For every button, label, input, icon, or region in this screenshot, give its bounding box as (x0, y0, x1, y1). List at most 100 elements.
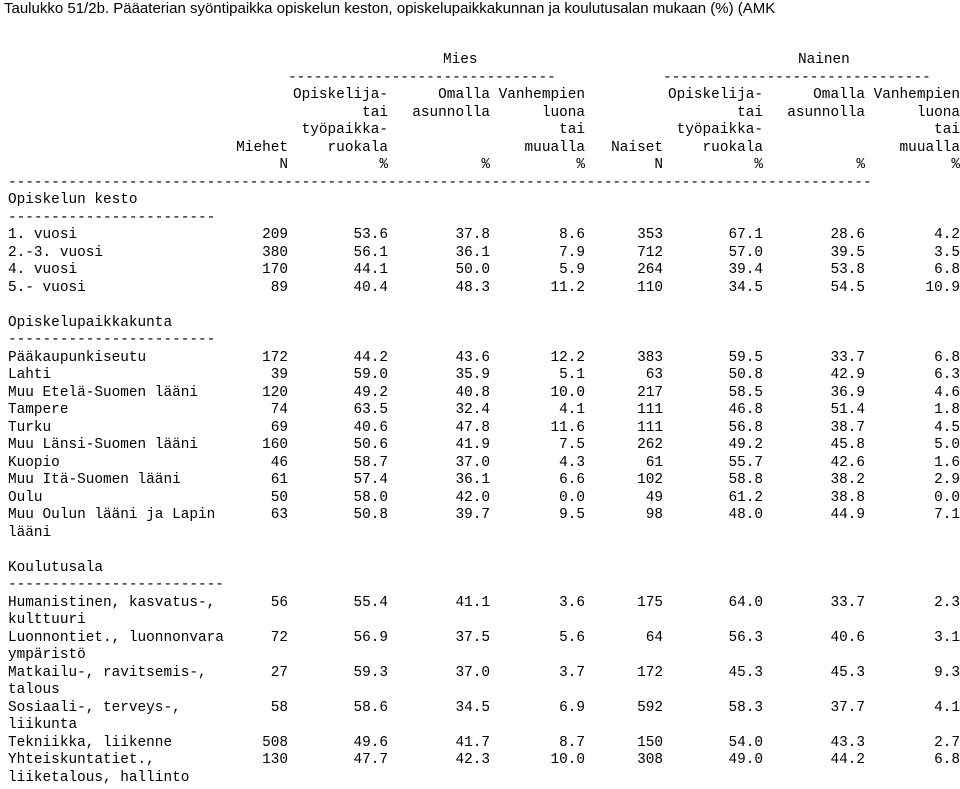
row-value: 67.1 (728, 227, 763, 243)
row-value: 4.5 (934, 419, 960, 436)
col-omalla-f-2: asunnolla (787, 104, 865, 121)
row-label: Kuopio (8, 454, 60, 471)
col-vanhempien-m: Vanhempien (498, 87, 585, 103)
table-row: Luonnontiet., luonnonvara 72 56.9 37.5 5.6 64… (8, 630, 960, 648)
col-omalla-f: Omalla (813, 87, 865, 103)
table-row: 1. vuosi 209 53.6 37.8 8.6 353 67.1 28.6 4.2 (8, 227, 960, 245)
row-value: 43.6 (455, 349, 490, 366)
row-value: 98 (645, 507, 663, 523)
row-value: 50.8 (728, 367, 763, 383)
row-value: 37.8 (455, 227, 490, 243)
row-value: 72 (270, 629, 288, 646)
row-value: 37.5 (455, 629, 490, 646)
row-value: 39.7 (455, 507, 490, 523)
row-label-continuation: ympäristö (8, 647, 960, 665)
row-value: 44.2 (830, 752, 865, 768)
unit-pct-1: % (379, 157, 388, 173)
row-value: 27 (270, 664, 288, 681)
row-label-cont-text: kulttuuri (8, 612, 86, 628)
row-label-cont-text: lääni (8, 524, 52, 541)
table-header: Mies Nainen ----------------------------… (8, 52, 960, 192)
row-value: 46 (270, 454, 288, 471)
col-omalla-m-2: asunnolla (412, 104, 490, 121)
group-header-male: Mies (443, 52, 478, 68)
row-value: 37.0 (455, 454, 490, 471)
row-label: Yhteiskuntatiet., (8, 752, 155, 768)
row-value: 7.1 (934, 507, 960, 523)
row-value: 49.6 (353, 734, 388, 751)
row-value: 5.0 (934, 437, 960, 453)
row-value: 63 (270, 507, 288, 523)
row-value: 5.1 (559, 367, 585, 383)
row-value: 32.4 (455, 402, 490, 418)
row-value: 47.8 (455, 419, 490, 436)
row-value: 45.8 (830, 437, 865, 453)
row-value: 6.9 (559, 699, 585, 716)
row-value: 2.3 (934, 594, 960, 611)
table-row: Muu Oulun lääni ja Lapin 63 50.8 39.7 9.5 98 4… (8, 507, 960, 525)
row-value: 56 (270, 594, 288, 611)
row-value: 10.9 (925, 279, 960, 296)
row-value: 7.9 (559, 244, 585, 261)
row-value: 150 (637, 734, 663, 751)
row-value: 48.3 (455, 279, 490, 296)
row-value: 262 (637, 437, 663, 453)
row-value: 38.7 (830, 419, 865, 436)
row-label: Matkailu-, ravitsemis-, (8, 664, 207, 681)
row-value: 39 (270, 367, 288, 383)
row-value: 33.7 (830, 349, 865, 366)
col-opiskelija-m-3: työpaikka- (301, 122, 388, 138)
col-vanhempien-m-4: muualla (524, 139, 585, 156)
row-value: 28.6 (830, 227, 865, 243)
row-value: 45.3 (830, 664, 865, 681)
row-value: 308 (637, 752, 663, 768)
row-value: 64 (645, 629, 663, 646)
row-value: 6.8 (934, 349, 960, 366)
row-value: 36.1 (455, 244, 490, 261)
col-vanhempien-f-4: muualla (899, 139, 960, 156)
row-label-continuation: liikunta (8, 717, 960, 735)
row-value: 6.3 (934, 367, 960, 383)
col-vanhempien-m-2: luona (541, 104, 585, 121)
row-value: 50.6 (353, 437, 388, 453)
row-value: 58.3 (728, 699, 763, 716)
statistics-table: Mies Nainen ----------------------------… (8, 52, 960, 787)
section-title-text: Koulutusala (8, 559, 103, 576)
row-value: 57.4 (353, 472, 388, 488)
row-label: 5.- vuosi (8, 279, 86, 296)
row-value: 61 (645, 454, 663, 471)
row-value: 172 (637, 664, 663, 681)
row-label-continuation: lääni (8, 525, 960, 543)
row-value: 217 (637, 384, 663, 401)
row-value: 56.8 (728, 419, 763, 436)
row-value: 49.2 (353, 384, 388, 401)
row-value: 58 (270, 699, 288, 716)
table-row: Lahti 39 59.0 35.9 5.1 63 50.8 42.9 6.3 (8, 367, 960, 385)
table-row: Tampere 74 63.5 32.4 4.1 111 46.8 51.4 1.8 (8, 402, 960, 420)
row-value: 45.3 (728, 664, 763, 681)
row-value: 56.1 (353, 244, 388, 261)
row-value: 40.6 (830, 629, 865, 646)
row-label: Oulu (8, 489, 43, 506)
table-row: Matkailu-, ravitsemis-, 27 59.3 37.0 3.7 172 4… (8, 665, 960, 683)
section-underline: ------------------------- (8, 577, 960, 595)
row-value: 58.0 (353, 489, 388, 506)
table-row: 2.-3. vuosi 380 56.1 36.1 7.9 712 57.0 39.5 3.5 (8, 245, 960, 263)
row-label: Lahti (8, 367, 52, 383)
row-label-cont-text: talous (8, 682, 60, 698)
unit-pct-2: % (481, 157, 490, 173)
row-value: 160 (262, 437, 288, 453)
row-value: 0.0 (934, 489, 960, 506)
row-value: 58.5 (728, 384, 763, 401)
row-value: 175 (637, 594, 663, 611)
row-value: 40.8 (455, 384, 490, 401)
row-value: 37.7 (830, 699, 865, 716)
row-value: 8.7 (559, 734, 585, 751)
row-value: 41.1 (455, 594, 490, 611)
row-value: 44.1 (353, 262, 388, 278)
row-label-cont-text: liiketalous, hallinto (8, 769, 190, 786)
row-value: 74 (270, 402, 288, 418)
row-value: 3.1 (934, 629, 960, 646)
row-value: 54.0 (728, 734, 763, 751)
col-opiskelija-m: Opiskelija- (293, 87, 388, 103)
